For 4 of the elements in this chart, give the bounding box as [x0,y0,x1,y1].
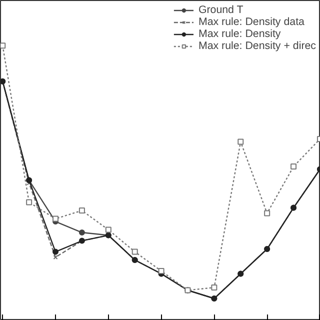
legend-label: Max rule: Density data [198,16,304,28]
legend-label: Max rule: Density [198,28,281,40]
legend-label: Ground T [198,4,244,16]
legend-label: Max rule: Density + direc [198,40,316,52]
